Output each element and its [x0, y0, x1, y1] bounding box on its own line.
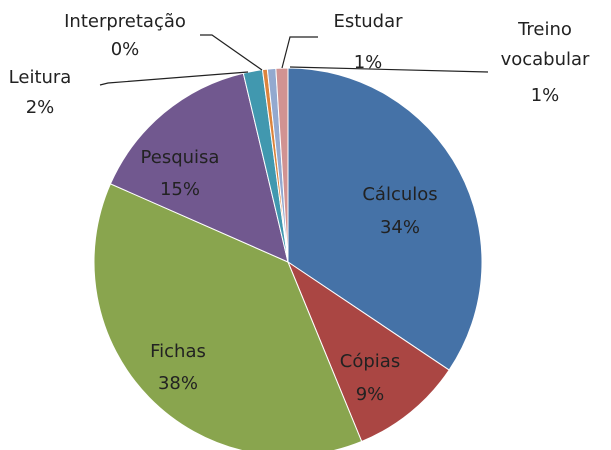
- slice-value: 34%: [380, 217, 420, 238]
- leader-line: [281, 36, 318, 69]
- slice-value: 1%: [354, 52, 383, 73]
- slice-label: Pesquisa: [141, 147, 220, 168]
- slice-label: Estudar: [333, 11, 403, 32]
- slice-value: 9%: [356, 384, 385, 405]
- pie-slice: [287, 67, 483, 371]
- pie-slice: [286, 260, 450, 443]
- slice-value: 2%: [26, 97, 55, 118]
- pie-slice: [93, 183, 363, 450]
- slice-label: Treino vocabular: [501, 19, 590, 70]
- slice-label: Cálculos: [362, 184, 437, 205]
- pie-slice: [109, 72, 289, 263]
- slice-value: 38%: [158, 373, 198, 394]
- slice-value: 0%: [111, 39, 140, 60]
- slice-label: Leitura: [9, 67, 72, 88]
- pie-slice: [275, 67, 289, 263]
- leader-line: [289, 66, 489, 73]
- slice-label: Interpretação: [64, 11, 186, 32]
- slice-value: 1%: [531, 85, 560, 106]
- leader-line: [200, 34, 263, 71]
- slice-label: Fichas: [150, 341, 206, 362]
- leader-line: [99, 71, 249, 86]
- slice-label: Cópias: [340, 351, 400, 372]
- slice-value: 15%: [160, 179, 200, 200]
